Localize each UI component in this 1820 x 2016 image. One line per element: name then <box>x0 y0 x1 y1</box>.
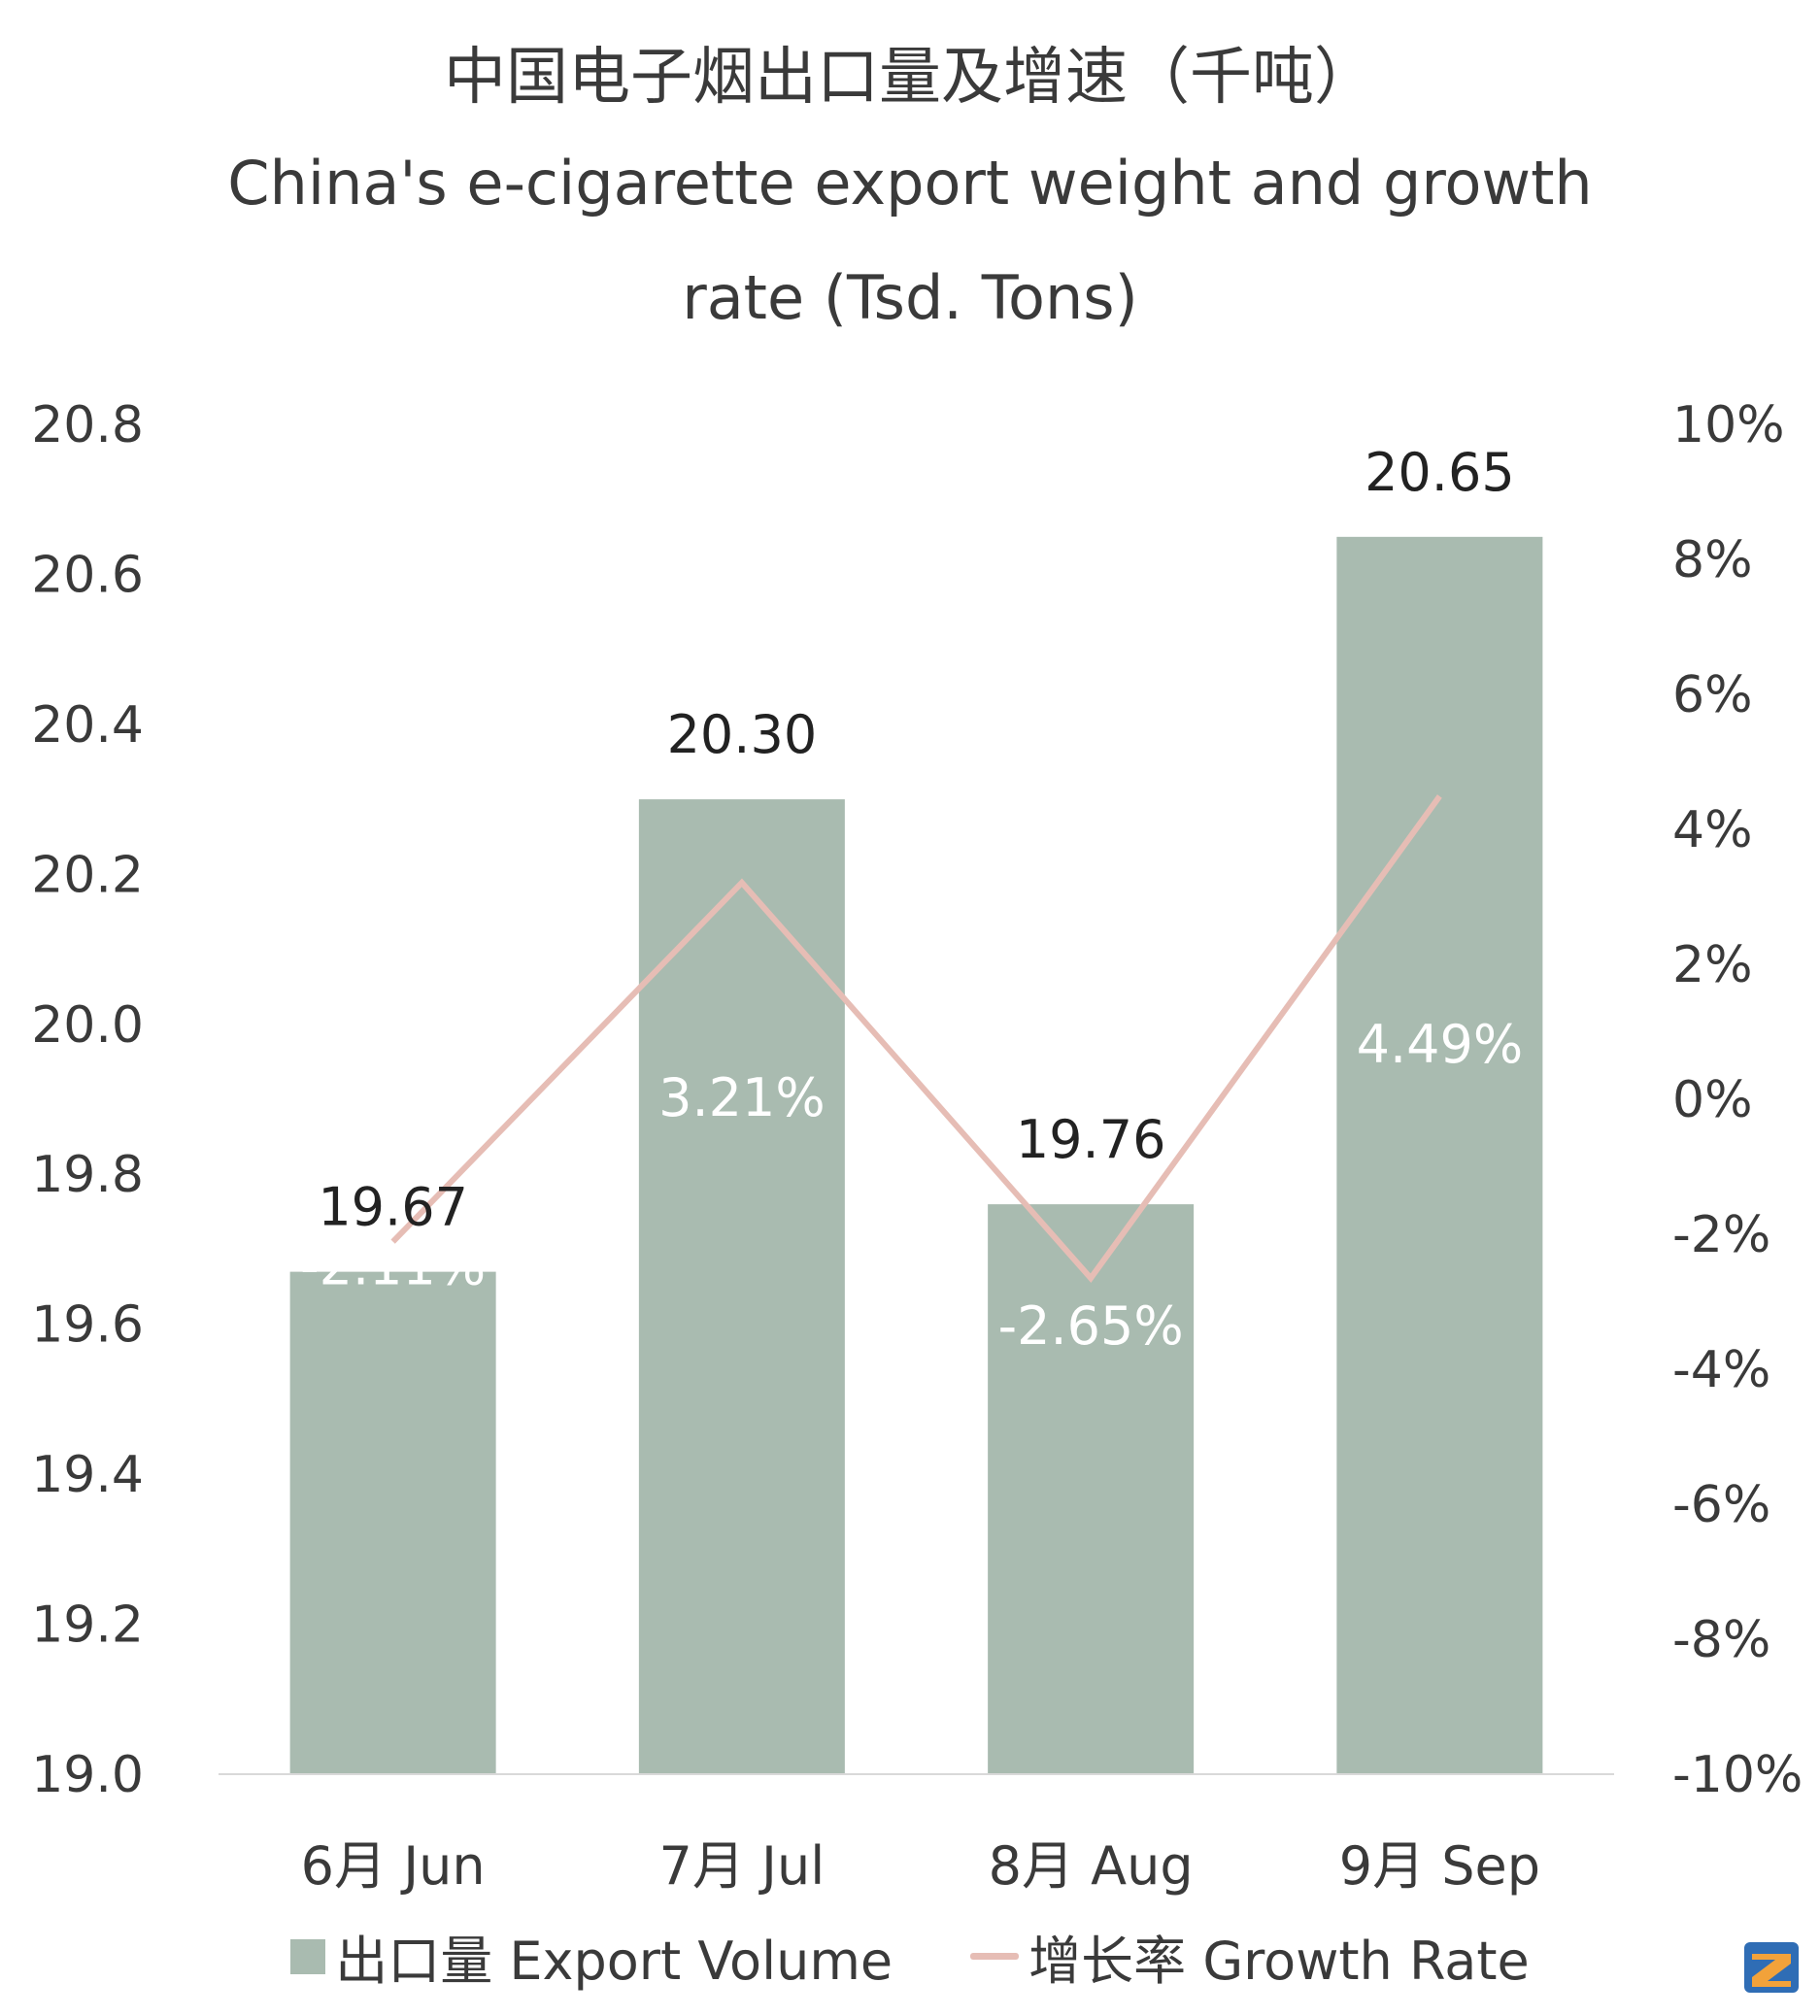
growth-rate-line <box>390 794 1442 1283</box>
right-tick-label: -4% <box>1672 1341 1770 1399</box>
x-tick-label: 7月 Jul <box>659 1835 826 1897</box>
chart-title-block: 中国电子烟出口量及增速（千吨） China's e-cigarette expo… <box>0 29 1820 355</box>
right-tick-label: 0% <box>1672 1071 1753 1129</box>
bar <box>638 799 845 1774</box>
legend: 出口量 Export Volume 增长率 Growth Rate <box>0 1918 1820 1995</box>
rate-value-label: -2.11% <box>300 1236 486 1297</box>
bar <box>988 1204 1195 1774</box>
left-tick-label: 19.4 <box>31 1446 144 1504</box>
left-axis-ticks: 19.0 19.2 19.4 19.6 19.8 20.0 20.2 20.4 20.6 20.8 <box>31 396 144 1804</box>
left-tick-label: 20.0 <box>31 996 144 1055</box>
x-tick-label: 9月 Sep <box>1339 1835 1540 1897</box>
right-tick-label: 4% <box>1672 801 1753 859</box>
left-tick-label: 19.8 <box>31 1146 144 1204</box>
left-tick-label: 20.6 <box>31 546 144 604</box>
right-tick-label: -10% <box>1672 1746 1803 1804</box>
right-tick-label: -8% <box>1672 1611 1770 1669</box>
bar <box>289 1271 496 1774</box>
legend-item-growth-rate: 增长率 Growth Rate <box>970 1918 1530 1995</box>
legend-swatch-bar <box>290 1938 326 1974</box>
rate-value-label: 3.21% <box>658 1067 826 1128</box>
rate-value-label: -2.65% <box>998 1295 1184 1357</box>
rate-value-labels: -2.11% 3.21% -2.65% 4.49% <box>300 1014 1523 1357</box>
legend-label-growth-rate: 增长率 Growth Rate <box>1028 1931 1530 1992</box>
left-tick-label: 20.4 <box>31 696 144 755</box>
bar <box>1336 536 1543 1775</box>
chart-subtitle: China's e-cigarette export weight and gr… <box>227 148 1593 333</box>
legend-swatch-line <box>970 1953 1020 1960</box>
left-tick-label: 19.6 <box>31 1296 144 1355</box>
legend-item-export-volume: 出口量 Export Volume <box>290 1918 893 1995</box>
right-tick-label: -2% <box>1672 1206 1770 1264</box>
company-logo-icon <box>1744 1942 1799 1993</box>
bars-group <box>289 536 1543 1775</box>
right-tick-label: 2% <box>1672 936 1753 994</box>
right-tick-label: 10% <box>1672 396 1785 454</box>
rate-value-label: 4.49% <box>1357 1014 1524 1075</box>
bar-value-label: 19.76 <box>1016 1109 1166 1170</box>
bar-value-label: 20.30 <box>667 704 818 765</box>
right-tick-label: 8% <box>1672 531 1753 589</box>
x-tick-label: 6月 Jun <box>301 1835 486 1897</box>
left-tick-label: 19.0 <box>31 1746 144 1804</box>
bar-value-label: 19.67 <box>318 1177 468 1238</box>
bar-value-labels: 19.67 20.30 19.76 20.65 <box>318 442 1514 1238</box>
chart-title: 中国电子烟出口量及增速（千吨） <box>444 42 1376 114</box>
left-tick-label: 19.2 <box>31 1596 144 1655</box>
right-axis-ticks: -10% -8% -6% -4% -2% 0% 2% 4% 6% 8% 10% <box>1672 396 1803 1804</box>
bar-value-label: 20.65 <box>1365 442 1515 503</box>
x-axis-ticks: 6月 Jun 7月 Jul 8月 Aug 9月 Sep <box>301 1835 1540 1897</box>
growth-line-group <box>390 794 1442 1283</box>
left-tick-label: 20.8 <box>31 396 144 454</box>
x-tick-label: 8月 Aug <box>989 1835 1194 1897</box>
left-tick-label: 20.2 <box>31 846 144 904</box>
right-tick-label: -6% <box>1672 1476 1770 1534</box>
right-tick-label: 6% <box>1672 666 1753 724</box>
legend-label-export-volume: 出口量 Export Volume <box>335 1931 893 1992</box>
